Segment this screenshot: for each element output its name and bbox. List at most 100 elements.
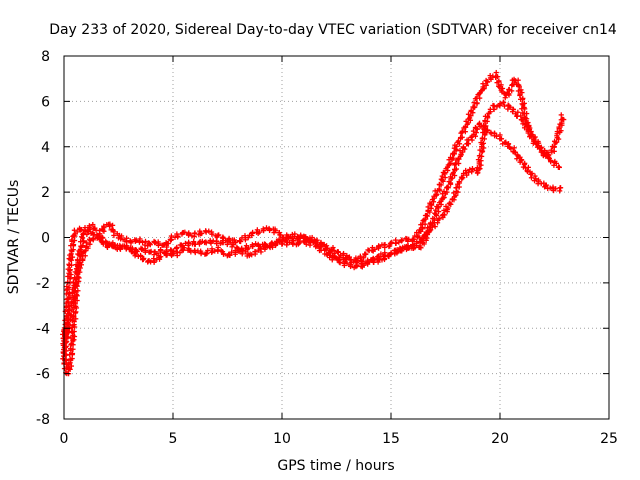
data-point: [68, 341, 75, 347]
data-point: [389, 239, 395, 245]
data-point: [191, 233, 197, 240]
data-point: [70, 279, 76, 285]
data-point: [396, 239, 402, 245]
data-point: [478, 139, 484, 146]
data-point: [337, 257, 343, 263]
data-point: [213, 239, 220, 245]
data-point: [474, 100, 480, 106]
x-tick-label: 10: [273, 431, 291, 447]
data-point: [516, 84, 522, 90]
data-point: [215, 247, 221, 253]
data-point: [207, 239, 213, 245]
data-point: [493, 69, 499, 76]
data-point: [386, 253, 392, 260]
data-point: [142, 242, 148, 248]
data-point: [249, 243, 255, 249]
data-point: [335, 249, 341, 255]
y-tick-label: -8: [36, 412, 50, 428]
data-point: [206, 228, 212, 234]
data-point: [436, 181, 442, 188]
data-point: [517, 91, 523, 97]
data-point: [230, 242, 236, 248]
data-point: [546, 155, 552, 162]
data-point: [314, 241, 321, 247]
data-point: [66, 284, 72, 290]
data-point: [473, 125, 479, 132]
data-point: [139, 239, 146, 246]
data-point: [308, 237, 315, 244]
data-point: [224, 241, 230, 248]
data-point: [480, 81, 486, 87]
data-point: [391, 247, 398, 253]
data-point: [454, 143, 460, 150]
data-point: [168, 233, 175, 239]
data-point: [409, 243, 415, 250]
data-point: [409, 237, 415, 243]
data-point: [483, 123, 489, 129]
data-point: [488, 129, 494, 136]
data-point: [70, 338, 76, 344]
data-point: [270, 242, 276, 248]
y-axis-label: SDTVAR / TECUs: [6, 180, 22, 295]
data-point: [78, 243, 84, 249]
data-point: [494, 80, 500, 86]
data-point: [128, 240, 134, 246]
x-tick-label: 5: [169, 431, 178, 447]
data-point: [468, 109, 474, 115]
grid-lines: [64, 56, 609, 419]
data-point: [120, 243, 126, 249]
data-point: [447, 154, 454, 161]
data-point: [518, 158, 524, 164]
data-point: [484, 78, 490, 85]
data-point: [422, 221, 428, 227]
data-point: [441, 188, 447, 195]
data-point: [488, 76, 494, 82]
data-point: [444, 185, 450, 191]
data-point: [234, 244, 240, 250]
data-point: [226, 252, 232, 258]
data-point: [68, 247, 74, 253]
data-point: [371, 256, 377, 263]
data-point: [416, 244, 422, 250]
data-point: [451, 190, 457, 196]
data-point: [72, 269, 78, 275]
data-point: [481, 145, 487, 151]
data-point: [476, 121, 482, 128]
data-point: [95, 232, 101, 238]
data-point: [460, 145, 467, 151]
data-point: [203, 251, 209, 257]
data-point: [375, 256, 382, 262]
data-point: [290, 238, 296, 244]
data-points: [60, 69, 567, 377]
data-point: [494, 104, 500, 110]
data-point: [106, 223, 113, 229]
data-point: [507, 104, 513, 110]
data-point: [361, 260, 367, 266]
data-point: [456, 178, 462, 185]
data-point: [91, 231, 97, 238]
data-point: [164, 248, 170, 254]
data-point: [440, 195, 446, 201]
data-point: [532, 173, 538, 179]
data-point: [111, 232, 117, 239]
data-point: [469, 167, 476, 173]
data-point: [524, 110, 530, 117]
data-point: [75, 262, 81, 268]
data-point: [547, 185, 553, 191]
x-axis-ticks: 0 5 10 15 20 25: [60, 56, 618, 447]
data-point: [518, 87, 524, 93]
data-point: [178, 242, 184, 248]
data-point: [528, 175, 535, 181]
data-point: [182, 229, 188, 235]
data-point: [296, 240, 303, 246]
data-point: [418, 237, 424, 243]
data-point: [118, 233, 125, 239]
data-point: [76, 267, 82, 273]
data-point: [557, 121, 563, 127]
data-point: [458, 134, 464, 141]
data-point: [70, 242, 77, 248]
data-point: [68, 271, 74, 278]
x-axis-label: GPS time / hours: [277, 458, 394, 474]
data-point: [498, 87, 504, 93]
x-tick-label: 15: [382, 431, 400, 447]
